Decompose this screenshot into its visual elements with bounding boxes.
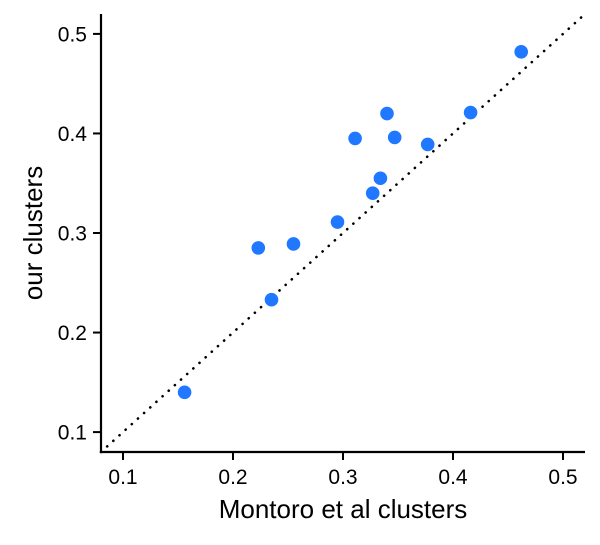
scatter-point: [347, 130, 363, 147]
x-ticks: 0.1 0.2 0.3 0.4 0.5: [108, 452, 578, 489]
scatter-point: [177, 384, 193, 400]
x-tick-label: 0.1: [108, 466, 137, 489]
scatter-point: [513, 44, 529, 60]
scatter-point: [387, 129, 403, 146]
scatter-point: [372, 170, 388, 186]
scatter-point: [285, 236, 302, 252]
x-tick-label: 0.5: [548, 466, 577, 489]
scatter-point: [420, 136, 436, 153]
reference-line-layer: [99, 12, 587, 454]
y-axis-label: our clusters: [18, 166, 48, 300]
y-ticks: 0.1 0.2 0.3 0.4 0.5: [58, 23, 101, 445]
y-tick-label: 0.3: [58, 223, 87, 246]
scatter-point: [379, 105, 395, 122]
y-tick-label: 0.4: [58, 123, 88, 146]
scatter-point: [263, 292, 280, 308]
y-tick-label: 0.1: [58, 422, 87, 445]
x-tick-label: 0.3: [328, 466, 357, 489]
axes-layer: [99, 14, 585, 454]
scatter-point: [365, 185, 381, 201]
scatter-point: [329, 214, 346, 230]
x-tick-label: 0.4: [438, 466, 468, 489]
points-layer: [177, 44, 529, 400]
scatter-point: [250, 240, 266, 256]
x-tick-label: 0.2: [218, 466, 247, 489]
y-tick-label: 0.2: [58, 322, 87, 345]
y-tick-label: 0.5: [58, 23, 87, 46]
reference-line: [99, 12, 587, 454]
scatter-point: [462, 104, 479, 121]
x-axis-label: Montoro et al clusters: [219, 494, 468, 524]
